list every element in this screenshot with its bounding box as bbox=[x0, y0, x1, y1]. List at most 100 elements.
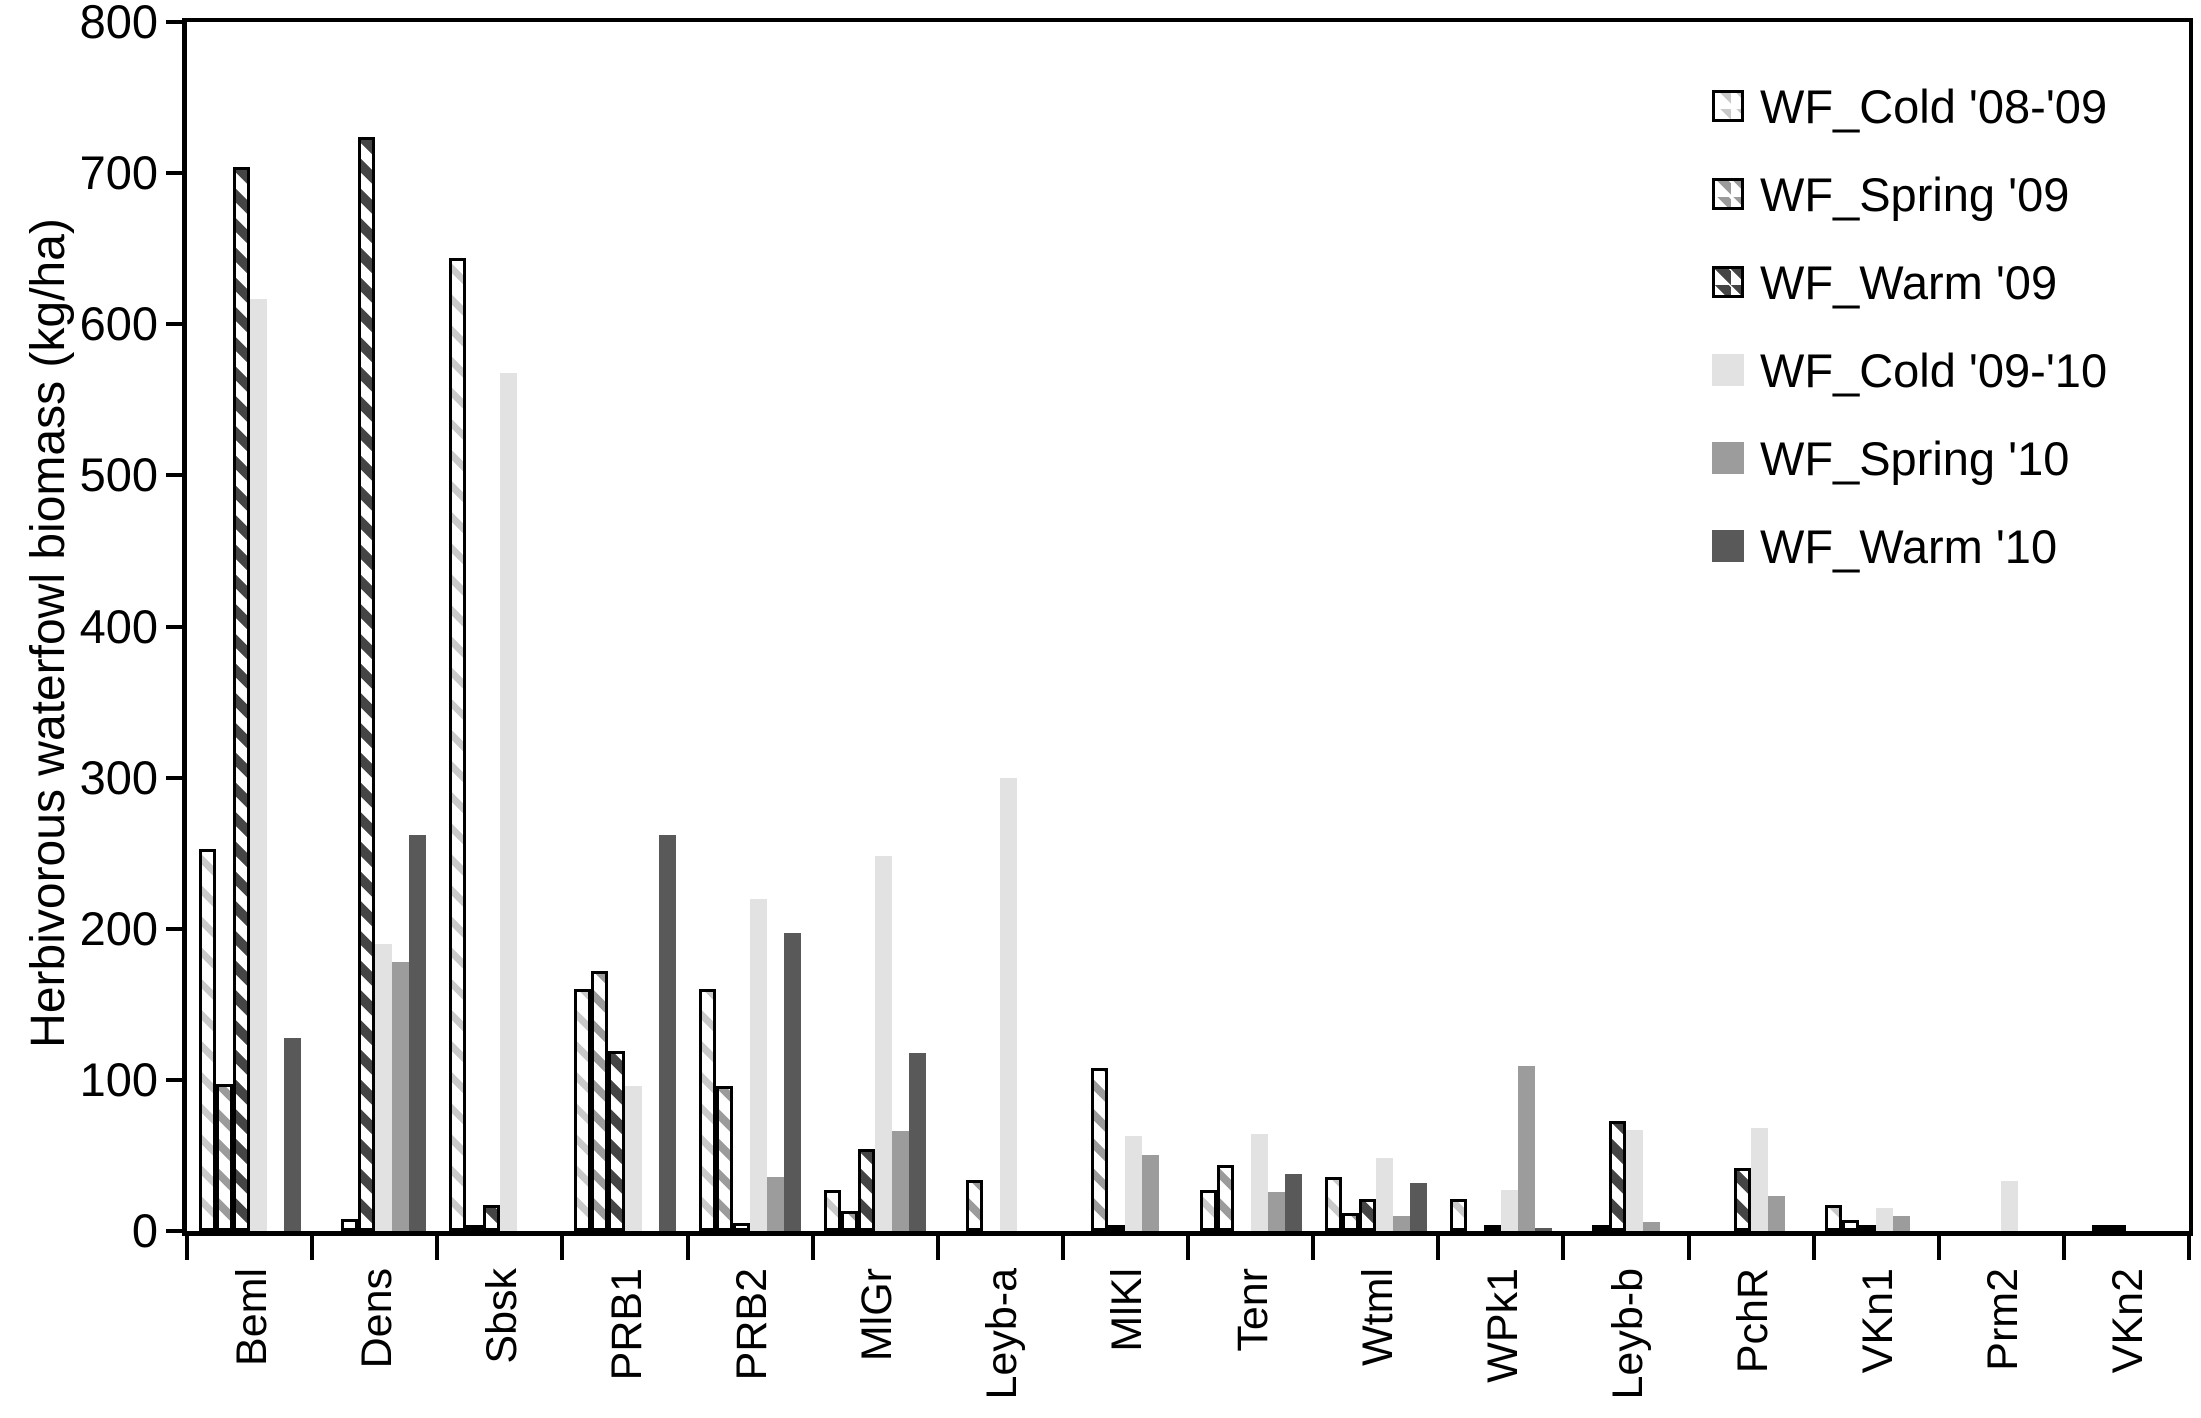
legend: WF_Cold '08-'09 WF_Spring '09 WF_Warm '09 W… bbox=[1712, 62, 2107, 590]
bar bbox=[2109, 1225, 2127, 1231]
bar bbox=[1534, 1227, 1552, 1231]
bar-groups bbox=[187, 22, 2189, 1231]
x-axis-tick bbox=[935, 1236, 940, 1260]
y-axis-tick bbox=[166, 20, 182, 24]
bar bbox=[198, 848, 216, 1231]
bar-group-WPk1 bbox=[1438, 22, 1563, 1231]
bar-group-PRB2 bbox=[688, 22, 813, 1231]
y-tick-label: 300 bbox=[79, 750, 158, 804]
x-category-label: PchR bbox=[1729, 1268, 1778, 1374]
legend-item: WF_Warm '10 bbox=[1712, 502, 2107, 590]
bar bbox=[1517, 1066, 1535, 1231]
bar-group-VKn2 bbox=[2064, 22, 2189, 1231]
bar bbox=[590, 971, 608, 1231]
bar bbox=[1216, 1164, 1234, 1231]
x-category-label: MlGr bbox=[853, 1268, 902, 1362]
bar bbox=[1250, 1134, 1268, 1231]
bar bbox=[716, 1085, 734, 1231]
x-axis-tick bbox=[2061, 1236, 2066, 1260]
y-tick-label: 800 bbox=[79, 0, 158, 48]
bar bbox=[767, 1176, 785, 1231]
bar bbox=[1125, 1135, 1143, 1231]
bar bbox=[1842, 1220, 1860, 1231]
legend-swatch-icon bbox=[1712, 442, 1744, 474]
bar bbox=[733, 1223, 751, 1231]
x-axis-tick bbox=[1561, 1236, 1566, 1260]
bar bbox=[875, 856, 893, 1231]
bar-group-MlKl bbox=[1063, 22, 1188, 1231]
plot-area bbox=[182, 18, 2193, 1236]
bar-group-Sbsk bbox=[437, 22, 562, 1231]
bar bbox=[1284, 1173, 1302, 1231]
bar bbox=[448, 257, 466, 1231]
bar-group-Leyb-a bbox=[938, 22, 1063, 1231]
bar bbox=[482, 1205, 500, 1231]
x-category-label: Tenr bbox=[1228, 1268, 1277, 1352]
legend-item: WF_Cold '08-'09 bbox=[1712, 62, 2107, 150]
bar bbox=[1375, 1158, 1393, 1231]
bar bbox=[1392, 1215, 1410, 1231]
bar-group-Leyb-b bbox=[1563, 22, 1688, 1231]
bar bbox=[858, 1149, 876, 1231]
y-tick-label: 200 bbox=[79, 901, 158, 955]
legend-swatch-icon bbox=[1712, 266, 1744, 298]
bar bbox=[909, 1052, 927, 1231]
x-category-label: Beml bbox=[227, 1268, 276, 1366]
bar bbox=[1768, 1196, 1786, 1231]
bar bbox=[1642, 1221, 1660, 1231]
y-axis-tick bbox=[166, 775, 182, 780]
bar-group-Beml bbox=[187, 22, 312, 1231]
x-axis-tick bbox=[1686, 1236, 1691, 1260]
bar bbox=[573, 989, 591, 1231]
x-category-label: PRB1 bbox=[602, 1268, 651, 1381]
legend-label: WF_Warm '10 bbox=[1760, 519, 2058, 573]
y-axis-tick bbox=[166, 322, 182, 327]
bar bbox=[1625, 1129, 1643, 1231]
x-axis-tick bbox=[310, 1236, 315, 1260]
bar bbox=[2092, 1225, 2110, 1231]
x-axis-tick bbox=[185, 1236, 189, 1260]
x-category-label: Prm2 bbox=[1979, 1268, 2028, 1371]
bar bbox=[283, 1037, 301, 1231]
bar bbox=[374, 943, 392, 1231]
bar bbox=[750, 898, 768, 1231]
y-tick-label: 400 bbox=[79, 599, 158, 653]
x-category-label: Sbsk bbox=[477, 1268, 526, 1364]
bar bbox=[1267, 1191, 1285, 1231]
y-tick-label: 700 bbox=[79, 146, 158, 200]
legend-item: WF_Warm '09 bbox=[1712, 238, 2107, 326]
bar bbox=[1409, 1182, 1427, 1231]
bar bbox=[892, 1131, 910, 1231]
bar bbox=[607, 1051, 625, 1231]
x-axis-tick bbox=[685, 1236, 690, 1260]
bar bbox=[1324, 1176, 1342, 1231]
x-axis-tick bbox=[1311, 1236, 1316, 1260]
bar bbox=[1825, 1205, 1843, 1231]
x-axis-tick bbox=[1936, 1236, 1941, 1260]
bar bbox=[215, 1084, 233, 1231]
x-axis-tick bbox=[2187, 1236, 2191, 1260]
bar bbox=[824, 1190, 842, 1231]
bar bbox=[699, 989, 717, 1231]
bar bbox=[391, 962, 409, 1231]
x-axis-tick bbox=[435, 1236, 440, 1260]
y-axis-tick bbox=[166, 624, 182, 629]
bar bbox=[1893, 1215, 1911, 1231]
bar-group-VKn1 bbox=[1814, 22, 1939, 1231]
bar bbox=[1449, 1199, 1467, 1231]
x-axis-tick bbox=[1186, 1236, 1190, 1260]
bar-group-Dens bbox=[312, 22, 437, 1231]
x-axis-tick bbox=[810, 1236, 815, 1260]
legend-label: WF_Spring '10 bbox=[1760, 431, 2070, 485]
legend-label: WF_Spring '09 bbox=[1760, 167, 2070, 221]
x-category-label: PRB2 bbox=[728, 1268, 777, 1381]
x-axis-tick bbox=[1436, 1236, 1441, 1260]
bar bbox=[1859, 1225, 1877, 1231]
bar bbox=[499, 372, 517, 1231]
x-category-label: Leyb-a bbox=[978, 1268, 1027, 1400]
y-tick-label: 500 bbox=[79, 448, 158, 502]
bar bbox=[1142, 1155, 1160, 1231]
x-category-label: Dens bbox=[352, 1268, 401, 1369]
bar bbox=[1000, 777, 1018, 1231]
